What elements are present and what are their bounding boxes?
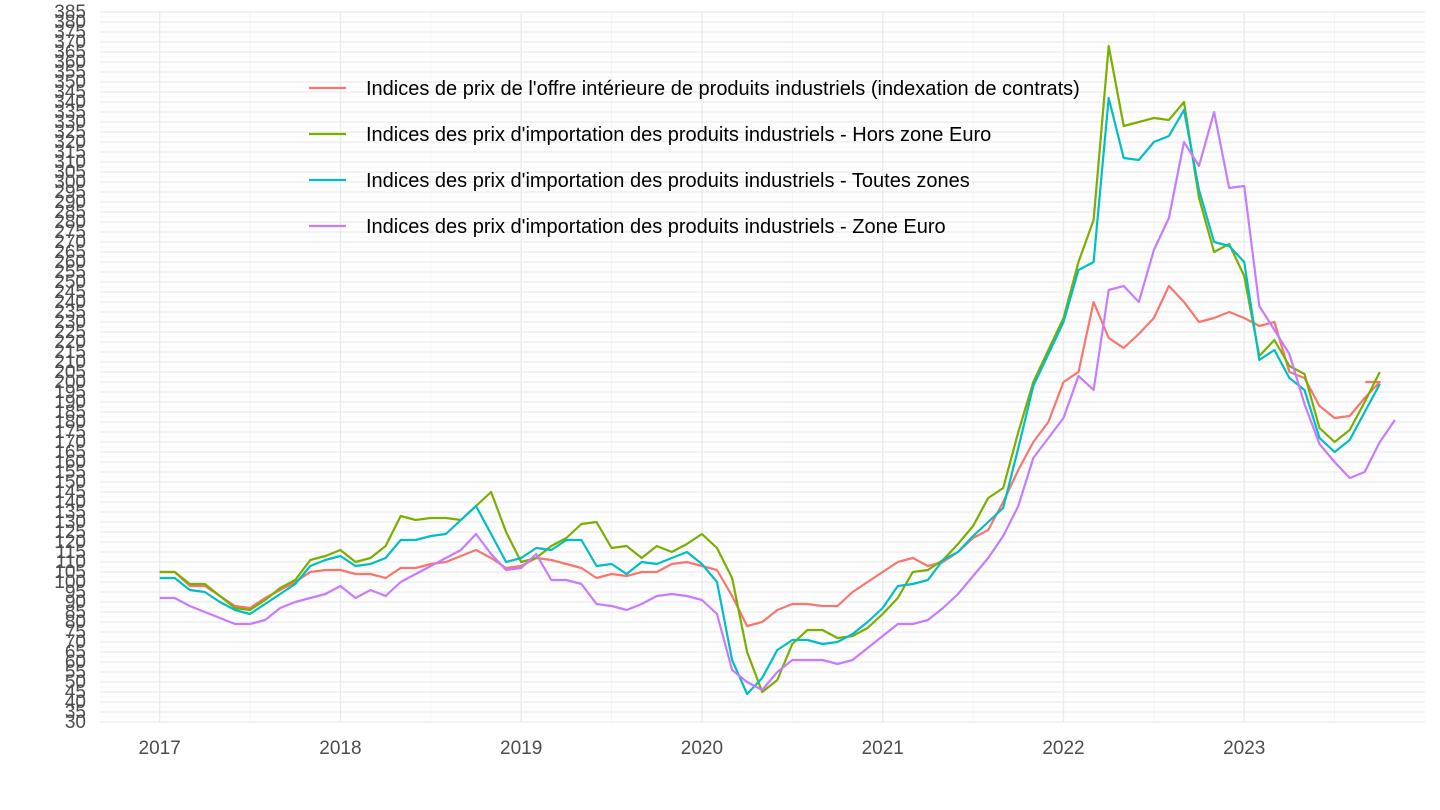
series-line-2 — [159, 44, 1381, 694]
y-tick-label: 240 — [54, 292, 86, 313]
y-tick-label: 280 — [54, 212, 86, 233]
x-tick-label: 2019 — [500, 738, 542, 759]
y-tick-label: 115 — [56, 542, 86, 563]
y-tick-label: 225 — [54, 322, 86, 343]
y-tick-label: 90 — [65, 592, 86, 613]
minor-gridlines — [68, 12, 1425, 722]
x-tick-label: 2023 — [1223, 738, 1265, 759]
y-tick-label: 295 — [54, 182, 86, 203]
y-tick-label: 170 — [54, 432, 86, 453]
y-tick-label: 205 — [54, 362, 86, 383]
y-tick-label: 345 — [54, 82, 86, 103]
series-line-3 — [159, 96, 1381, 696]
y-tick-label: 85 — [65, 602, 86, 623]
y-tick-label: 190 — [54, 392, 86, 413]
series-lines — [159, 44, 1396, 696]
y-tick-label: 300 — [54, 172, 86, 193]
y-tick-label: 40 — [65, 692, 86, 713]
legend-label-3: Indices des prix d'importation des produ… — [366, 170, 970, 192]
y-tick-label: 160 — [54, 452, 86, 473]
y-tick-label: 110 — [56, 552, 86, 573]
y-tick-label: 265 — [54, 242, 86, 263]
y-tick-label: 30 — [65, 712, 86, 733]
x-tick-label: 2021 — [862, 738, 904, 759]
y-tick-label: 270 — [54, 232, 86, 253]
y-tick-label: 150 — [54, 472, 86, 493]
y-tick-label: 200 — [54, 372, 86, 393]
y-tick-label: 330 — [54, 112, 86, 133]
legend-label-2: Indices des prix d'importation des produ… — [366, 124, 991, 146]
y-tick-label: 95 — [65, 582, 86, 603]
y-tick-label: 120 — [54, 532, 86, 553]
y-tick-label: 355 — [54, 62, 86, 83]
y-tick-label: 130 — [54, 512, 86, 533]
y-tick-label: 380 — [54, 12, 86, 33]
y-tick-label: 230 — [54, 312, 86, 333]
x-tick-label: 2022 — [1042, 738, 1084, 759]
y-tick-label: 180 — [54, 412, 86, 433]
x-tick-label: 2017 — [139, 738, 181, 759]
y-tick-label: 275 — [54, 222, 86, 243]
y-tick-label: 145 — [54, 482, 86, 503]
y-tick-label: 125 — [54, 522, 86, 543]
y-tick-label: 135 — [54, 502, 86, 523]
x-tick-label: 2020 — [681, 738, 723, 759]
y-tick-label: 80 — [65, 612, 86, 633]
legend-label-4: Indices des prix d'importation des produ… — [366, 216, 946, 238]
y-axis-tick-labels: 3035404550556065707580859095100105110115… — [54, 2, 86, 733]
y-tick-label: 365 — [54, 42, 86, 63]
y-tick-label: 65 — [65, 642, 86, 663]
y-tick-label: 310 — [54, 152, 86, 173]
y-tick-label: 235 — [54, 302, 86, 323]
y-tick-label: 70 — [65, 632, 86, 653]
y-tick-label: 215 — [54, 342, 86, 363]
y-tick-label: 335 — [54, 102, 86, 123]
y-tick-label: 185 — [54, 402, 86, 423]
y-tick-label: 100 — [54, 572, 86, 593]
x-tick-label: 2018 — [319, 738, 361, 759]
x-axis-tick-labels: 2017 2018 2019 2020 2021 2022 2023 — [139, 738, 1266, 759]
y-tick-label: 165 — [54, 442, 86, 463]
y-tick-label: 220 — [54, 332, 86, 353]
y-tick-label: 250 — [54, 272, 86, 293]
y-tick-label: 255 — [54, 262, 86, 283]
legend-label-1: Indices de prix de l'offre intérieure de… — [366, 78, 1080, 100]
y-tick-label: 45 — [65, 682, 86, 703]
y-tick-label: 35 — [65, 702, 86, 723]
y-tick-label: 385 — [54, 2, 86, 23]
y-tick-label: 290 — [54, 192, 86, 213]
y-tick-label: 320 — [54, 132, 86, 153]
y-tick-label: 55 — [65, 662, 86, 683]
y-tick-label: 50 — [65, 672, 86, 693]
y-tick-label: 315 — [54, 142, 86, 163]
series-line-4 — [159, 110, 1396, 692]
y-tick-label: 175 — [54, 422, 86, 443]
y-tick-label: 325 — [54, 122, 86, 143]
legend: Indices de prix de l'offre intérieure de… — [309, 78, 1080, 238]
y-tick-label: 245 — [54, 282, 86, 303]
y-tick-label: 305 — [54, 162, 86, 183]
y-tick-label: 195 — [54, 382, 86, 403]
y-tick-label: 60 — [65, 652, 86, 673]
y-tick-label: 75 — [65, 622, 86, 643]
y-tick-label: 360 — [54, 52, 86, 73]
y-tick-label: 155 — [54, 462, 86, 483]
y-tick-label: 210 — [54, 352, 86, 373]
major-gridlines — [100, 11, 1425, 723]
y-tick-label: 140 — [54, 492, 86, 513]
y-tick-label: 370 — [54, 32, 86, 53]
y-tick-label: 285 — [54, 202, 86, 223]
y-tick-label: 105 — [54, 562, 86, 583]
series-line-1 — [159, 284, 1381, 628]
y-tick-label: 260 — [54, 252, 86, 273]
y-tick-label: 340 — [54, 92, 86, 113]
y-tick-label: 375 — [54, 22, 86, 43]
y-tick-label: 350 — [54, 72, 86, 93]
